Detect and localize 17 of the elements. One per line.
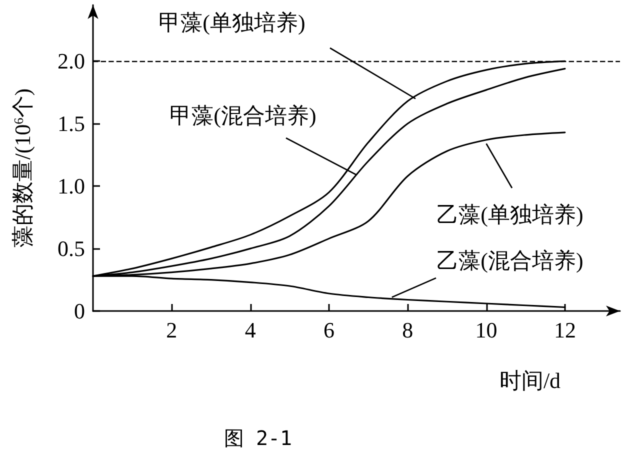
x-tick-label: 4 — [244, 318, 256, 342]
x-axis-title: 时间/d — [499, 368, 561, 393]
annotation: 乙藻(单独培养) — [436, 202, 584, 227]
x-tick-label: 12 — [554, 318, 576, 342]
y-tick-label: 0 — [74, 298, 85, 324]
x-tick-label: 8 — [402, 318, 414, 342]
x-tick-label: 10 — [475, 318, 498, 342]
y-tick-label: 2.0 — [58, 48, 85, 74]
y-tick-label: 1.0 — [58, 174, 85, 199]
y-tick-label: 1.5 — [58, 111, 85, 136]
x-tick-label: 2 — [166, 318, 178, 342]
annotation: 甲藻(混合培养) — [170, 103, 316, 128]
caption: 图 2-1 — [224, 426, 292, 450]
x-tick-label: 6 — [323, 318, 334, 342]
annotation: 甲藻(单独培养) — [158, 10, 306, 35]
y-tick-label: 0.5 — [58, 236, 85, 262]
annotation: 乙藻(混合培养) — [436, 248, 584, 273]
